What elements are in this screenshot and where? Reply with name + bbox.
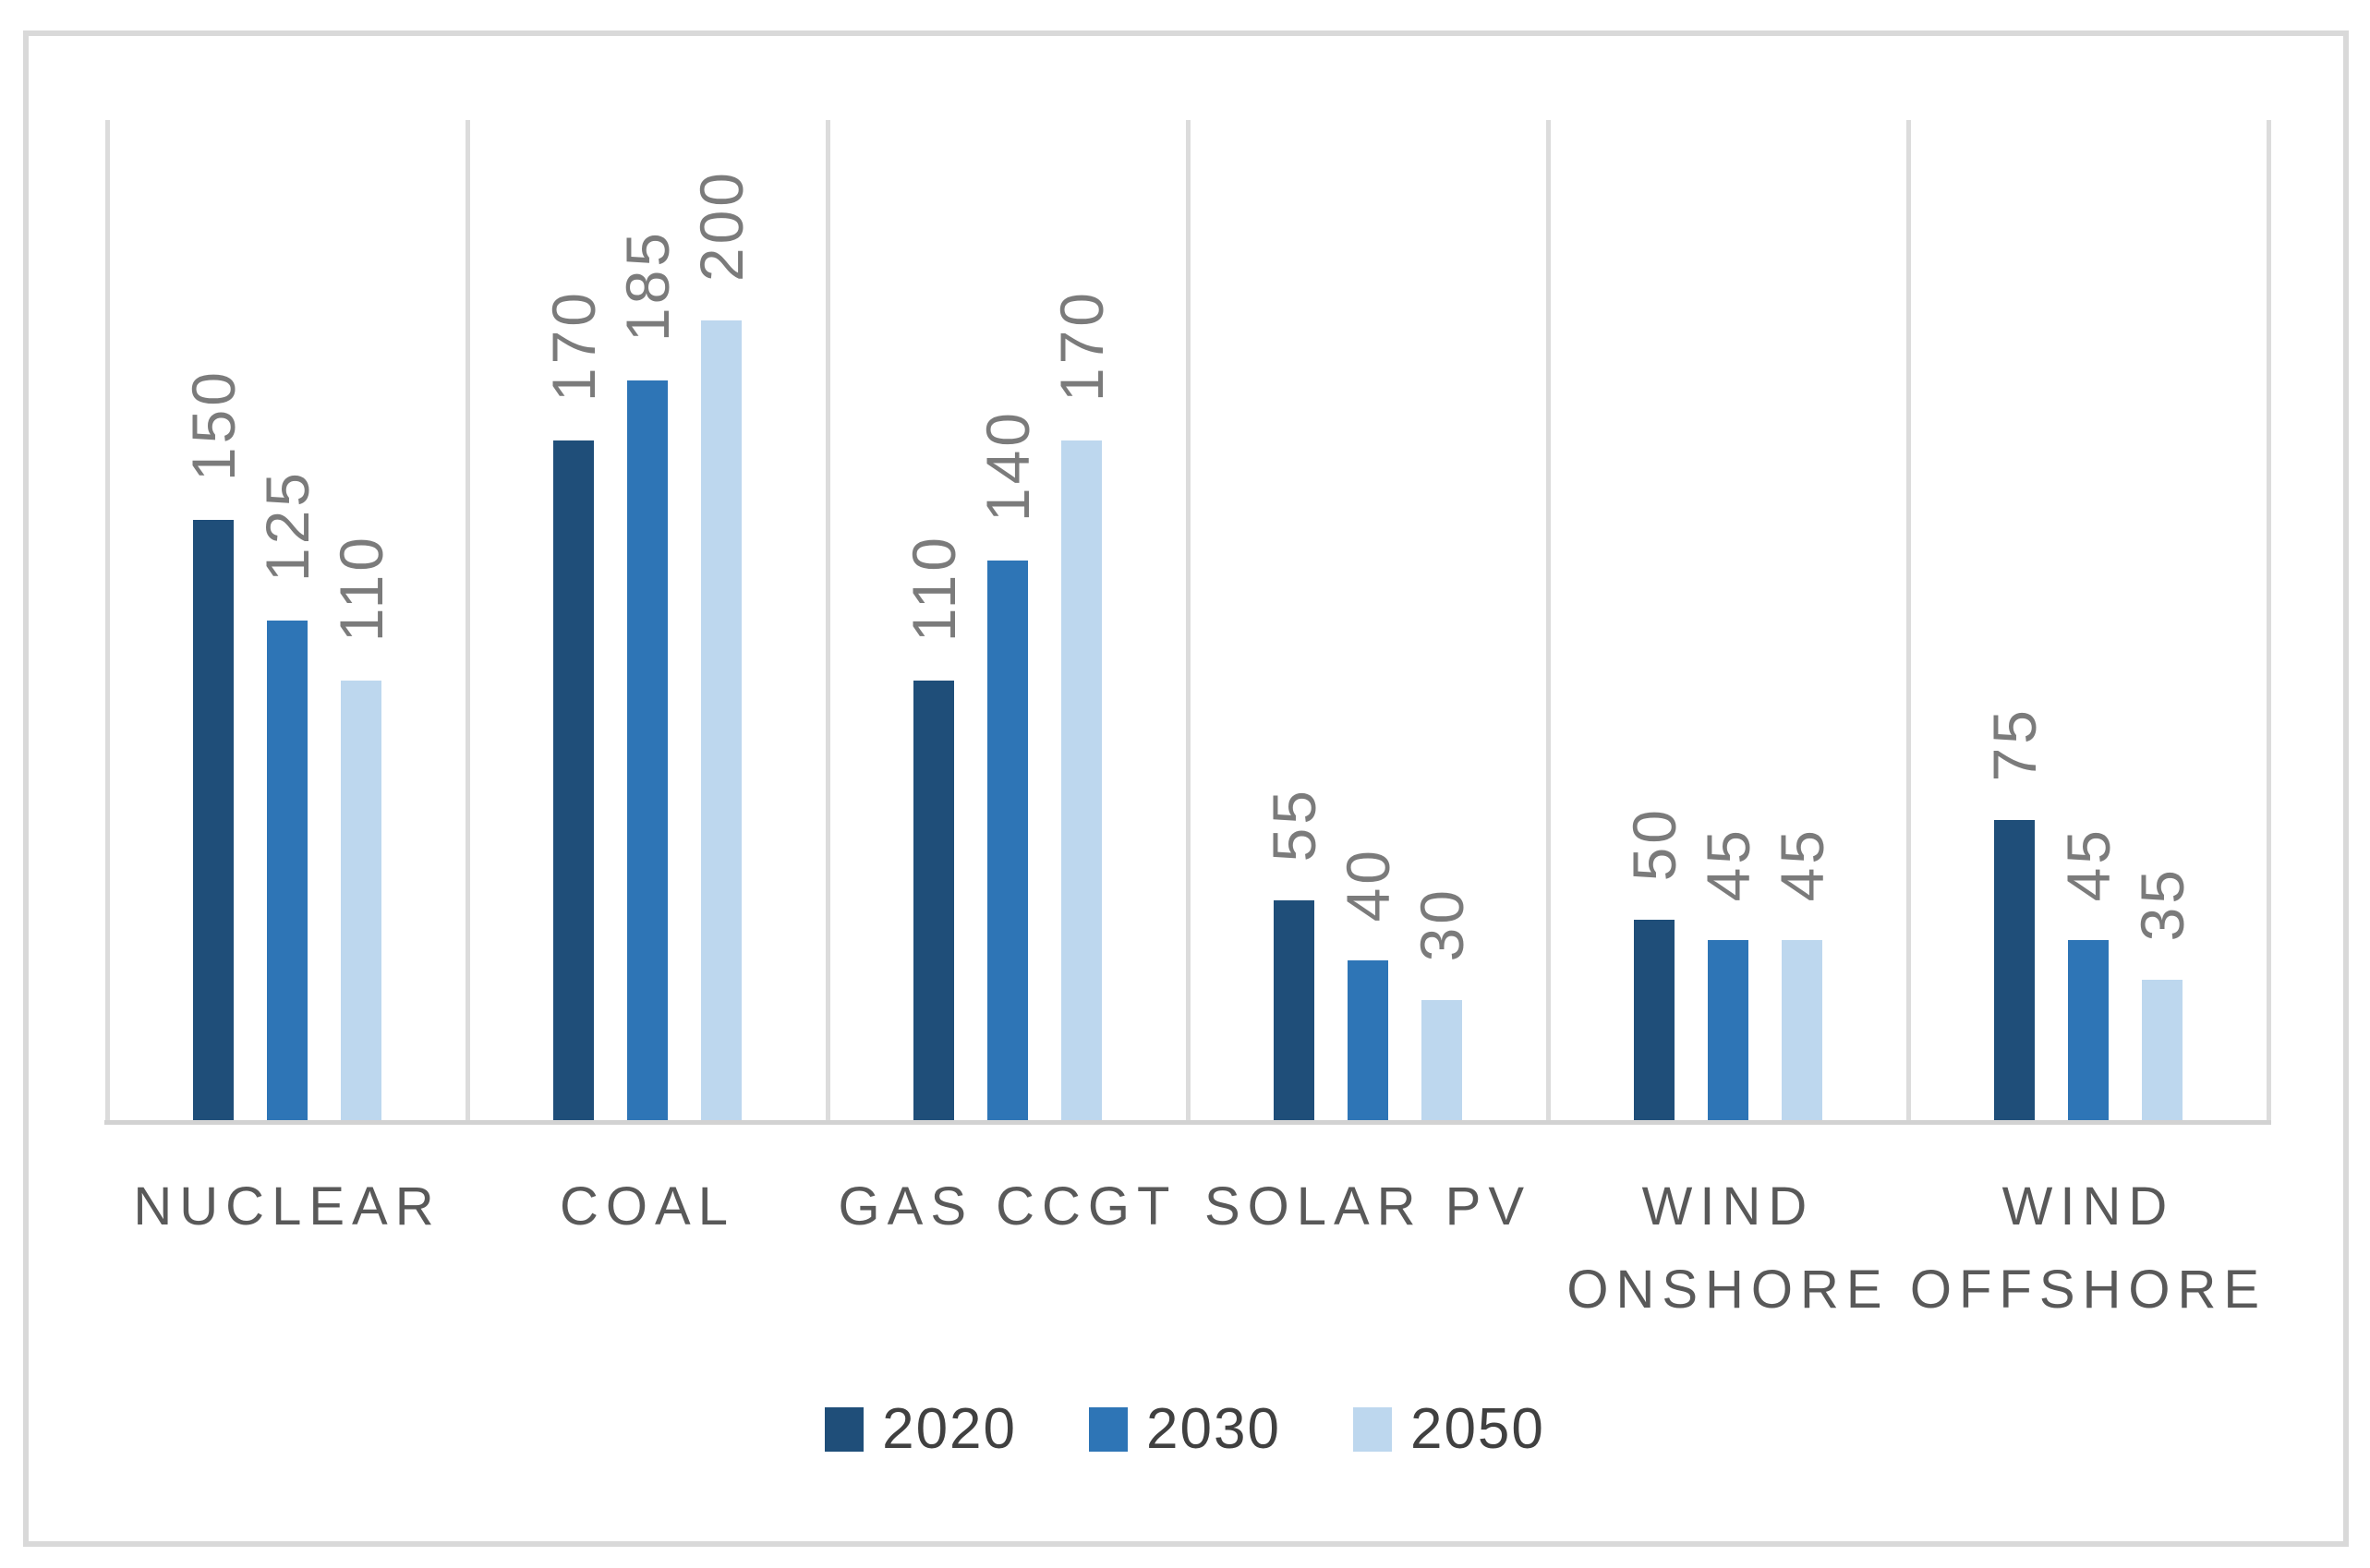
bar-value-label: 45 bbox=[1694, 826, 1762, 901]
bar-value-label: 55 bbox=[1260, 786, 1328, 862]
bar-2050[interactable] bbox=[1782, 940, 1822, 1120]
bar-value-label: 125 bbox=[253, 468, 321, 582]
bar-value-label: 170 bbox=[1047, 288, 1116, 402]
bar-2050[interactable] bbox=[341, 681, 381, 1120]
legend-swatch-icon bbox=[1089, 1406, 1129, 1452]
bar-2030[interactable] bbox=[627, 380, 668, 1120]
bar-column: 50 bbox=[1620, 806, 1688, 1120]
bar-2020[interactable] bbox=[1634, 920, 1675, 1120]
bar-value-label: 170 bbox=[539, 288, 608, 402]
bar-2020[interactable] bbox=[193, 520, 234, 1120]
bar-2050[interactable] bbox=[701, 320, 742, 1120]
bar-column: 140 bbox=[973, 409, 1042, 1120]
category-separator-gridline bbox=[2267, 120, 2271, 1120]
bar-group: 55 40 30 bbox=[1188, 120, 1548, 1120]
bar-column: 45 bbox=[1768, 826, 1836, 1120]
bar-column: 200 bbox=[687, 169, 756, 1120]
bar-value-label: 30 bbox=[1408, 886, 1476, 961]
legend-item-2050[interactable]: 2050 bbox=[1352, 1396, 1545, 1462]
x-axis-line bbox=[104, 1120, 2271, 1125]
legend-item-2030[interactable]: 2030 bbox=[1089, 1396, 1281, 1462]
category-separator-gridline bbox=[1186, 120, 1191, 1120]
bar-value-label: 75 bbox=[1980, 706, 2049, 781]
category-label: SOLAR PV bbox=[1203, 1176, 1532, 1236]
bar-2020[interactable] bbox=[553, 440, 594, 1120]
category-separator-gridline bbox=[105, 120, 110, 1120]
bar-column: 185 bbox=[613, 229, 682, 1120]
bar-column: 45 bbox=[2054, 826, 2122, 1120]
legend-swatch-icon bbox=[1352, 1406, 1392, 1452]
bar-value-label: 110 bbox=[900, 533, 968, 642]
category-separator-gridline bbox=[1906, 120, 1911, 1120]
bar-value-label: 150 bbox=[179, 368, 248, 481]
bar-2050[interactable] bbox=[1061, 440, 1102, 1120]
bar-column: 110 bbox=[900, 534, 968, 1120]
legend: 2020 2030 2050 bbox=[0, 1396, 2370, 1462]
category-separator-gridline bbox=[1546, 120, 1551, 1120]
legend-swatch-icon bbox=[825, 1406, 865, 1452]
bar-2030[interactable] bbox=[267, 621, 308, 1120]
bar-column: 150 bbox=[179, 368, 248, 1120]
bar-column: 55 bbox=[1260, 787, 1328, 1120]
category-separator-gridline bbox=[826, 120, 830, 1120]
bar-column: 35 bbox=[2128, 866, 2196, 1120]
bar-value-label: 50 bbox=[1620, 805, 1688, 881]
bar-column: 75 bbox=[1980, 706, 2049, 1120]
bar-value-label: 185 bbox=[613, 228, 682, 342]
bar-value-label: 140 bbox=[973, 408, 1042, 522]
bar-value-label: 110 bbox=[327, 533, 395, 642]
bar-2030[interactable] bbox=[1348, 960, 1388, 1120]
bar-column: 30 bbox=[1408, 887, 1476, 1120]
bar-2020[interactable] bbox=[913, 681, 954, 1120]
category-label: NUCLEAR bbox=[133, 1176, 441, 1236]
legend-label: 2020 bbox=[882, 1397, 1018, 1461]
category-label: WIND OFFSHORE bbox=[1909, 1176, 2267, 1320]
legend-label: 2030 bbox=[1146, 1397, 1281, 1461]
bar-group: 75 45 35 bbox=[1908, 120, 2268, 1120]
bar-column: 40 bbox=[1334, 847, 1402, 1120]
plot-area: 150 125 110 170 185 200 110 140 170 55 40 30 50 45 45 7… bbox=[104, 120, 2271, 1125]
bar-group: 170 185 200 bbox=[467, 120, 828, 1120]
bar-column: 125 bbox=[253, 469, 321, 1120]
legend-label: 2050 bbox=[1409, 1397, 1545, 1461]
bar-column: 170 bbox=[1047, 289, 1116, 1120]
bar-2030[interactable] bbox=[987, 561, 1028, 1120]
bar-value-label: 45 bbox=[1768, 826, 1836, 901]
legend-item-2020[interactable]: 2020 bbox=[825, 1396, 1017, 1462]
category-label: GAS CCGT bbox=[838, 1176, 1178, 1236]
bar-group: 110 140 170 bbox=[828, 120, 1188, 1120]
bar-column: 45 bbox=[1694, 826, 1762, 1120]
bar-group: 50 45 45 bbox=[1548, 120, 1908, 1120]
bar-value-label: 45 bbox=[2054, 826, 2122, 901]
bar-group: 150 125 110 bbox=[107, 120, 467, 1120]
bar-column: 170 bbox=[539, 289, 608, 1120]
category-label: COAL bbox=[560, 1176, 735, 1236]
bar-2030[interactable] bbox=[1708, 940, 1748, 1120]
category-label: WIND ONSHORE bbox=[1566, 1176, 1890, 1320]
bar-2020[interactable] bbox=[1274, 900, 1314, 1120]
bar-value-label: 40 bbox=[1334, 846, 1402, 922]
bar-2030[interactable] bbox=[2068, 940, 2109, 1120]
category-separator-gridline bbox=[466, 120, 470, 1120]
bar-2050[interactable] bbox=[2142, 980, 2183, 1120]
bar-value-label: 35 bbox=[2128, 865, 2196, 941]
bar-column: 110 bbox=[327, 534, 395, 1120]
bar-value-label: 200 bbox=[687, 168, 756, 282]
bar-2020[interactable] bbox=[1994, 820, 2035, 1120]
bar-2050[interactable] bbox=[1421, 1000, 1462, 1120]
